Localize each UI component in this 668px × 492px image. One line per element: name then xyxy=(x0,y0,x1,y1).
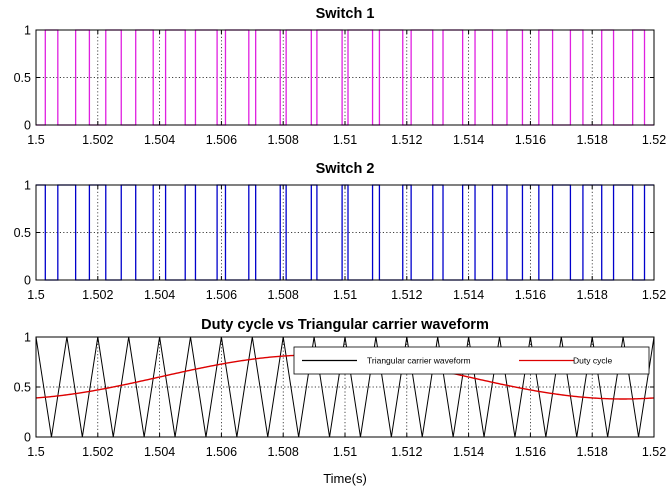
x-tick-label: 1.5 xyxy=(27,445,44,459)
x-tick-label: 1.516 xyxy=(515,133,546,147)
chart-panel-3: 1.5 1.502 1.504 1.506 1.508 1.51 1.512 1.514 1.5… xyxy=(14,317,667,486)
x-tick-label: 1.504 xyxy=(144,288,175,302)
y-tick-label: 0.5 xyxy=(14,381,31,395)
chart-panel-2: 1.5 1.502 1.504 1.506 1.508 1.51 1.512 1.514 1.5… xyxy=(14,161,667,302)
x-tick-label: 1.514 xyxy=(453,288,484,302)
legend-label: Triangular carrier waveform xyxy=(367,356,471,366)
legend-label: Duty cycle xyxy=(573,356,612,366)
x-tick-label: 1.516 xyxy=(515,288,546,302)
y-tick-label: 1 xyxy=(24,179,31,193)
x-tick-label: 1.5 xyxy=(27,288,44,302)
x-tick-label: 1.504 xyxy=(144,445,175,459)
legend: Triangular carrier waveform Duty cycle xyxy=(293,346,650,375)
y-tick-label: 1 xyxy=(24,24,31,38)
x-axis-label: Time(s) xyxy=(323,471,367,486)
x-tick-label: 1.51 xyxy=(333,288,357,302)
x-tick-label: 1.512 xyxy=(391,133,422,147)
x-tick-label: 1.52 xyxy=(642,133,666,147)
y-tick-label: 0 xyxy=(24,119,31,133)
x-tick-label: 1.506 xyxy=(206,445,237,459)
x-tick-label: 1.516 xyxy=(515,445,546,459)
x-tick-label: 1.506 xyxy=(206,133,237,147)
chart-title: Duty cycle vs Triangular carrier wavefor… xyxy=(201,317,489,333)
x-tick-label: 1.512 xyxy=(391,445,422,459)
x-tick-label: 1.518 xyxy=(577,288,608,302)
x-tick-label: 1.506 xyxy=(206,288,237,302)
chart-title: Switch 2 xyxy=(316,161,375,177)
x-tick-label: 1.51 xyxy=(333,445,357,459)
y-tick-label: 0 xyxy=(24,431,31,445)
x-tick-label: 1.508 xyxy=(268,288,299,302)
y-tick-label: 1 xyxy=(24,331,31,345)
x-tick-label: 1.504 xyxy=(144,133,175,147)
x-tick-label: 1.514 xyxy=(453,445,484,459)
y-tick-label: 0.5 xyxy=(14,71,31,85)
x-tick-label: 1.51 xyxy=(333,133,357,147)
x-tick-label: 1.502 xyxy=(82,445,113,459)
x-tick-label: 1.512 xyxy=(391,288,422,302)
x-tick-label: 1.518 xyxy=(577,445,608,459)
x-tick-label: 1.5 xyxy=(27,133,44,147)
x-tick-label: 1.508 xyxy=(268,445,299,459)
x-tick-label: 1.508 xyxy=(268,133,299,147)
x-tick-label: 1.514 xyxy=(453,133,484,147)
x-tick-label: 1.518 xyxy=(577,133,608,147)
x-tick-label: 1.502 xyxy=(82,133,113,147)
chart-title: Switch 1 xyxy=(316,6,375,22)
y-tick-label: 0.5 xyxy=(14,226,31,240)
chart-panel-1: 1.5 1.502 1.504 1.506 1.508 1.51 1.512 1.514 1.5… xyxy=(14,6,667,147)
x-tick-label: 1.52 xyxy=(642,445,666,459)
x-tick-label: 1.502 xyxy=(82,288,113,302)
x-tick-label: 1.52 xyxy=(642,288,666,302)
y-tick-label: 0 xyxy=(24,274,31,288)
